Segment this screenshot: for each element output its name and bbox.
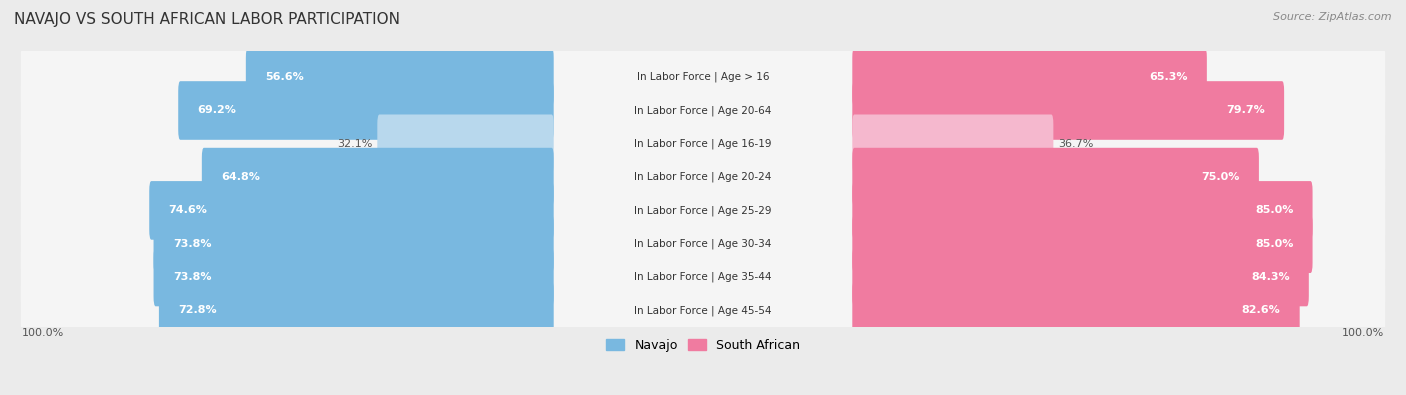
Text: 82.6%: 82.6% xyxy=(1241,305,1281,315)
Text: 84.3%: 84.3% xyxy=(1251,272,1289,282)
FancyBboxPatch shape xyxy=(377,115,554,173)
Text: In Labor Force | Age 35-44: In Labor Force | Age 35-44 xyxy=(634,272,772,282)
Text: Source: ZipAtlas.com: Source: ZipAtlas.com xyxy=(1274,12,1392,22)
Text: In Labor Force | Age 20-64: In Labor Force | Age 20-64 xyxy=(634,105,772,116)
Text: 65.3%: 65.3% xyxy=(1149,72,1188,82)
Text: 79.7%: 79.7% xyxy=(1226,105,1265,115)
Text: In Labor Force | Age 25-29: In Labor Force | Age 25-29 xyxy=(634,205,772,216)
FancyBboxPatch shape xyxy=(21,182,1385,239)
Text: 85.0%: 85.0% xyxy=(1256,205,1294,215)
FancyBboxPatch shape xyxy=(149,181,554,240)
Text: 64.8%: 64.8% xyxy=(221,172,260,182)
FancyBboxPatch shape xyxy=(153,214,554,273)
FancyBboxPatch shape xyxy=(246,48,554,107)
FancyBboxPatch shape xyxy=(159,281,554,340)
Text: 75.0%: 75.0% xyxy=(1201,172,1240,182)
FancyBboxPatch shape xyxy=(21,282,1385,339)
FancyBboxPatch shape xyxy=(852,81,1284,140)
Text: 32.1%: 32.1% xyxy=(337,139,373,149)
FancyBboxPatch shape xyxy=(21,49,1385,105)
Text: 100.0%: 100.0% xyxy=(22,327,65,338)
FancyBboxPatch shape xyxy=(852,48,1206,107)
FancyBboxPatch shape xyxy=(852,214,1313,273)
Text: In Labor Force | Age 16-19: In Labor Force | Age 16-19 xyxy=(634,139,772,149)
Text: 56.6%: 56.6% xyxy=(266,72,304,82)
Text: 73.8%: 73.8% xyxy=(173,272,211,282)
Text: 100.0%: 100.0% xyxy=(1341,327,1384,338)
FancyBboxPatch shape xyxy=(852,148,1258,207)
FancyBboxPatch shape xyxy=(852,115,1053,173)
FancyBboxPatch shape xyxy=(852,248,1309,306)
FancyBboxPatch shape xyxy=(852,181,1313,240)
Legend: Navajo, South African: Navajo, South African xyxy=(600,334,806,357)
Text: 85.0%: 85.0% xyxy=(1256,239,1294,249)
FancyBboxPatch shape xyxy=(21,149,1385,205)
Text: 73.8%: 73.8% xyxy=(173,239,211,249)
Text: 72.8%: 72.8% xyxy=(179,305,217,315)
FancyBboxPatch shape xyxy=(179,81,554,140)
Text: 74.6%: 74.6% xyxy=(169,205,207,215)
Text: In Labor Force | Age 30-34: In Labor Force | Age 30-34 xyxy=(634,239,772,249)
Text: In Labor Force | Age 45-54: In Labor Force | Age 45-54 xyxy=(634,305,772,316)
Text: In Labor Force | Age 20-24: In Labor Force | Age 20-24 xyxy=(634,172,772,182)
Text: 69.2%: 69.2% xyxy=(197,105,236,115)
FancyBboxPatch shape xyxy=(21,115,1385,172)
FancyBboxPatch shape xyxy=(21,82,1385,139)
FancyBboxPatch shape xyxy=(153,248,554,306)
Text: In Labor Force | Age > 16: In Labor Force | Age > 16 xyxy=(637,72,769,83)
FancyBboxPatch shape xyxy=(21,215,1385,272)
FancyBboxPatch shape xyxy=(852,281,1299,340)
Text: NAVAJO VS SOUTH AFRICAN LABOR PARTICIPATION: NAVAJO VS SOUTH AFRICAN LABOR PARTICIPAT… xyxy=(14,12,401,27)
FancyBboxPatch shape xyxy=(21,249,1385,305)
FancyBboxPatch shape xyxy=(202,148,554,207)
Text: 36.7%: 36.7% xyxy=(1059,139,1094,149)
